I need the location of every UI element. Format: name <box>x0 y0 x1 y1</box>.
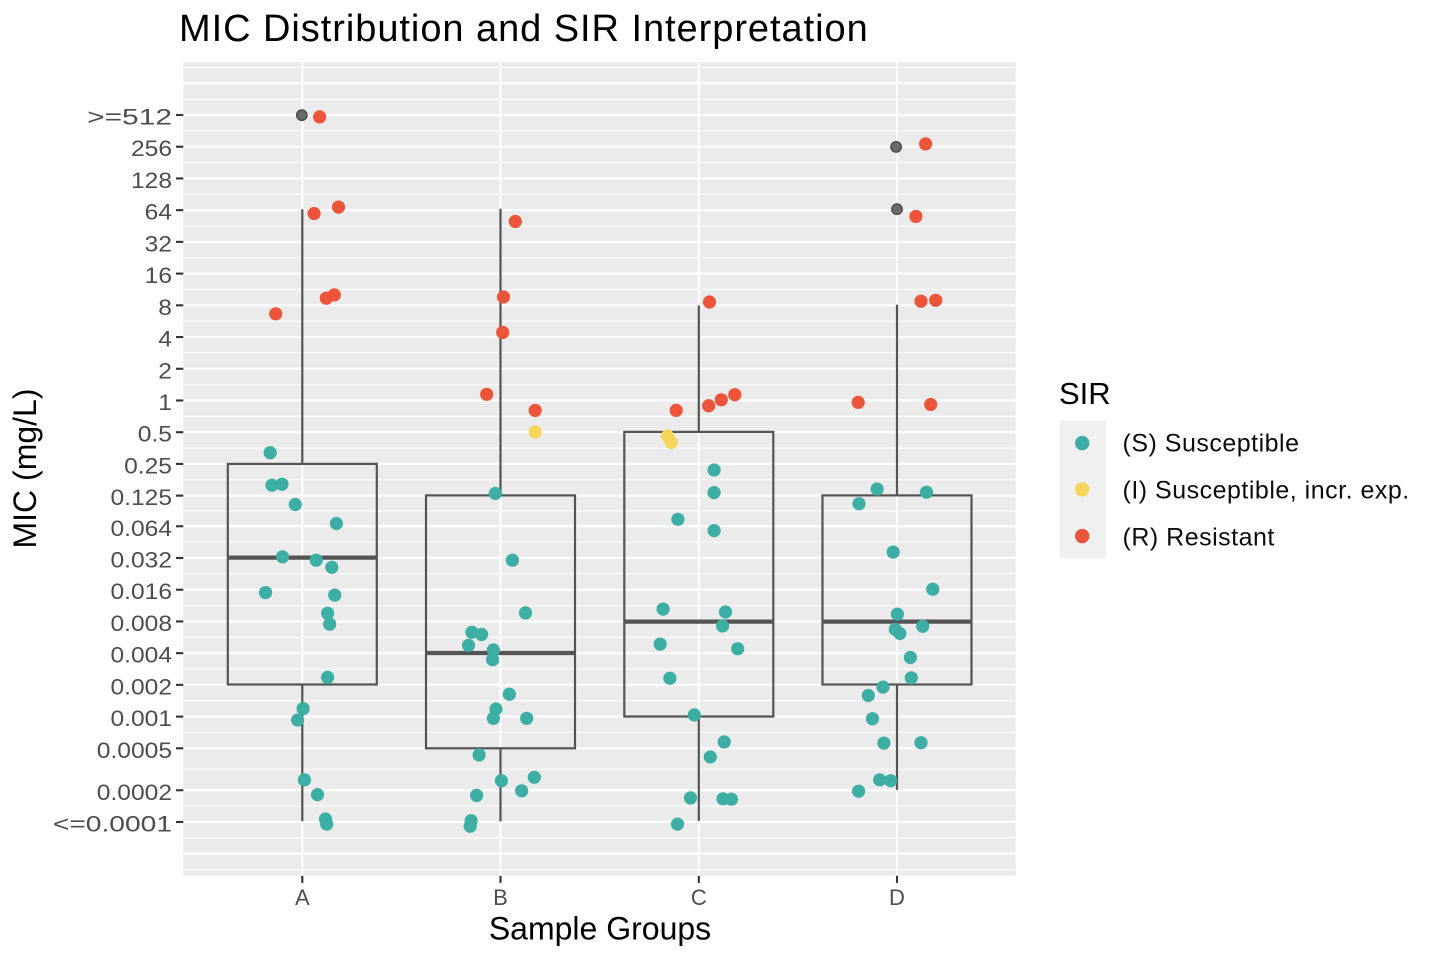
svg-text:<=0.0001: <=0.0001 <box>53 811 172 836</box>
svg-text:0.0005: 0.0005 <box>97 738 172 763</box>
svg-text:0.5: 0.5 <box>138 422 172 447</box>
svg-text:A: A <box>295 885 310 910</box>
svg-text:MIC (mg/L): MIC (mg/L) <box>7 389 43 549</box>
svg-text:64: 64 <box>145 200 172 225</box>
svg-text:0.001: 0.001 <box>111 706 173 731</box>
svg-text:Sample Groups: Sample Groups <box>489 911 711 947</box>
svg-text:8: 8 <box>158 295 172 320</box>
svg-text:16: 16 <box>145 263 172 288</box>
svg-text:MIC Distribution and SIR Inter: MIC Distribution and SIR Interpretation <box>179 8 869 50</box>
svg-text:4: 4 <box>158 327 172 352</box>
svg-text:D: D <box>889 885 905 910</box>
svg-text:32: 32 <box>145 231 172 256</box>
svg-text:B: B <box>493 885 508 910</box>
svg-text:128: 128 <box>131 168 172 193</box>
svg-text:0.016: 0.016 <box>111 579 173 604</box>
svg-text:SIR: SIR <box>1059 376 1111 411</box>
svg-text:C: C <box>691 885 707 910</box>
svg-text:>=512: >=512 <box>87 105 172 130</box>
svg-text:(S) Susceptible: (S) Susceptible <box>1123 430 1300 458</box>
svg-text:1: 1 <box>158 390 172 415</box>
svg-text:256: 256 <box>131 136 172 161</box>
svg-text:0.0002: 0.0002 <box>97 780 172 805</box>
svg-text:0.032: 0.032 <box>111 547 173 572</box>
svg-text:(I) Susceptible, incr. exp.: (I) Susceptible, incr. exp. <box>1123 476 1410 504</box>
svg-text:0.064: 0.064 <box>111 516 173 541</box>
svg-text:0.002: 0.002 <box>111 674 173 699</box>
svg-text:0.25: 0.25 <box>124 453 172 478</box>
svg-text:2: 2 <box>158 358 172 383</box>
svg-text:0.125: 0.125 <box>111 485 173 510</box>
svg-text:(R) Resistant: (R) Resistant <box>1123 523 1275 551</box>
svg-text:0.004: 0.004 <box>111 643 173 668</box>
svg-text:0.008: 0.008 <box>111 611 173 636</box>
